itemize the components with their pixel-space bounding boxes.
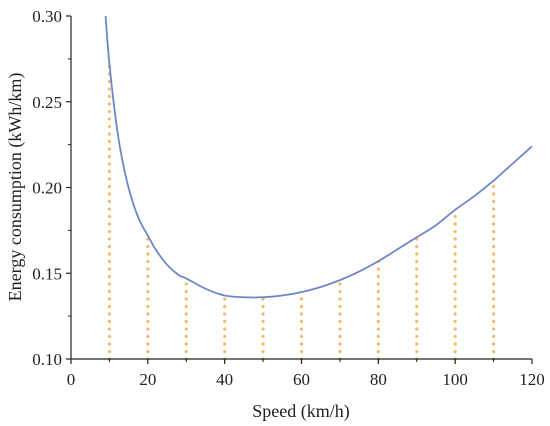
tick-layer: 0 20 40 60 80 100 120 0.10 0.15 0.20 0.25 0.30 [32, 7, 545, 389]
energy-curve [104, 15, 533, 299]
y-tick-label-0.30: 0.30 [32, 7, 62, 26]
x-tick-label-100: 100 [442, 370, 468, 389]
y-tick-label-0.25: 0.25 [32, 93, 62, 112]
x-tick-label-60: 60 [293, 370, 310, 389]
x-tick-label-120: 120 [519, 370, 545, 389]
x-tick-label-20: 20 [139, 370, 156, 389]
y-tick-label-0.15: 0.15 [32, 264, 62, 283]
x-tick-label-40: 40 [216, 370, 233, 389]
x-tick-label-0: 0 [67, 370, 76, 389]
marker-layer [107, 62, 496, 361]
y-tick-label-0.20: 0.20 [32, 179, 62, 198]
y-tick-label-0.10: 0.10 [32, 350, 62, 369]
y-axis-title: Energy consumption (kWh/km) [5, 73, 26, 302]
x-tick-label-80: 80 [370, 370, 387, 389]
curve-layer [104, 15, 533, 299]
x-axis-title: Speed (km/h) [252, 401, 349, 422]
